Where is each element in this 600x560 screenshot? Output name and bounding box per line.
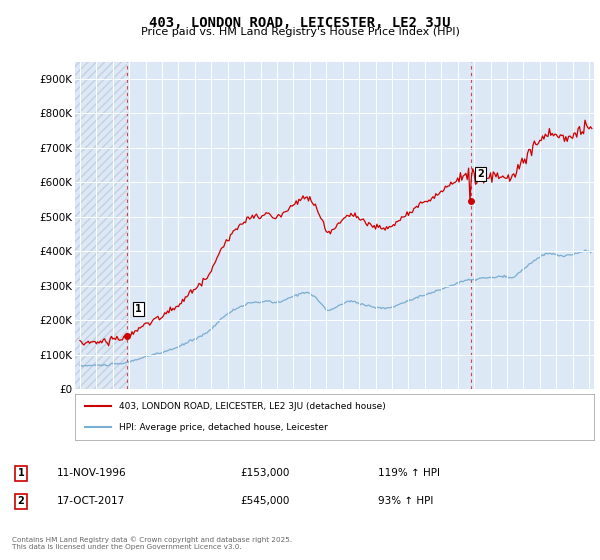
Text: Contains HM Land Registry data © Crown copyright and database right 2025.
This d: Contains HM Land Registry data © Crown c… <box>12 536 292 550</box>
Text: £153,000: £153,000 <box>240 468 289 478</box>
Text: Price paid vs. HM Land Registry's House Price Index (HPI): Price paid vs. HM Land Registry's House … <box>140 27 460 37</box>
Text: 403, LONDON ROAD, LEICESTER, LE2 3JU: 403, LONDON ROAD, LEICESTER, LE2 3JU <box>149 16 451 30</box>
Text: 11-NOV-1996: 11-NOV-1996 <box>57 468 127 478</box>
Text: 403, LONDON ROAD, LEICESTER, LE2 3JU (detached house): 403, LONDON ROAD, LEICESTER, LE2 3JU (de… <box>119 402 386 410</box>
Text: 2: 2 <box>477 169 484 179</box>
Text: 1: 1 <box>17 468 25 478</box>
Text: 2: 2 <box>17 496 25 506</box>
Text: 93% ↑ HPI: 93% ↑ HPI <box>378 496 433 506</box>
Text: 1: 1 <box>135 304 142 314</box>
Text: £545,000: £545,000 <box>240 496 289 506</box>
Text: HPI: Average price, detached house, Leicester: HPI: Average price, detached house, Leic… <box>119 423 328 432</box>
Bar <box>75 62 127 389</box>
Text: 119% ↑ HPI: 119% ↑ HPI <box>378 468 440 478</box>
Text: 17-OCT-2017: 17-OCT-2017 <box>57 496 125 506</box>
